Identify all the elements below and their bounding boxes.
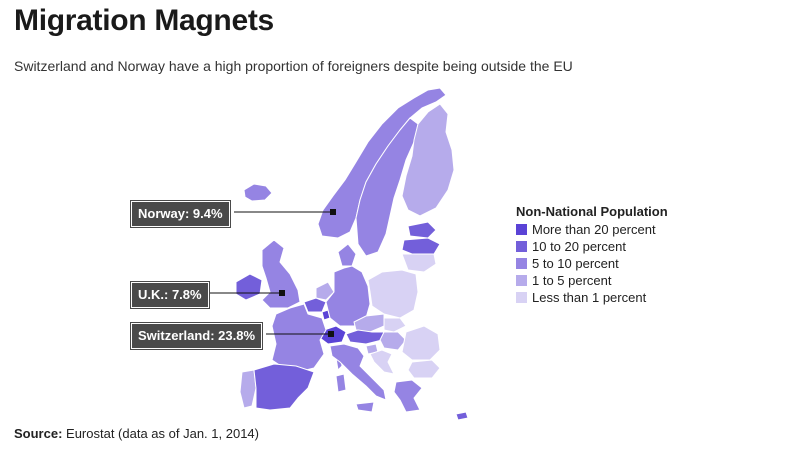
legend-swatch [516, 292, 527, 303]
callout-leaders [210, 209, 336, 337]
norway-marker [330, 209, 336, 215]
country-bulgaria[interactable] [407, 359, 441, 379]
legend-item: 5 to 10 percent [516, 255, 668, 272]
country-latvia[interactable] [401, 237, 441, 255]
country-ireland[interactable] [235, 273, 263, 301]
legend-item: 1 to 5 percent [516, 272, 668, 289]
legend-swatch [516, 241, 527, 252]
legend-label: 10 to 20 percent [532, 239, 626, 254]
country-poland[interactable] [367, 269, 419, 319]
country-hungary[interactable] [379, 331, 407, 351]
country-spain[interactable] [253, 363, 315, 411]
country-denmark[interactable] [337, 243, 357, 267]
callout-norway: Norway: 9.4% [131, 201, 230, 227]
legend-label: Less than 1 percent [532, 290, 647, 305]
country-austria[interactable] [345, 329, 385, 345]
legend-label: 5 to 10 percent [532, 256, 619, 271]
country-finland[interactable] [401, 103, 455, 217]
country-france[interactable] [271, 303, 327, 373]
legend-item: 10 to 20 percent [516, 238, 668, 255]
country-iceland[interactable] [243, 183, 273, 202]
country-sweden[interactable] [355, 117, 419, 257]
source-note: Source: Eurostat (data as of Jan. 1, 201… [14, 426, 259, 441]
source-label: Source: [14, 426, 63, 441]
page-title: Migration Magnets [14, 4, 274, 37]
country-slovakia[interactable] [383, 317, 407, 333]
page-subtitle: Switzerland and Norway have a high propo… [14, 58, 573, 74]
country-italy[interactable] [329, 343, 387, 401]
country-romania[interactable] [401, 325, 441, 361]
country-greece[interactable] [393, 379, 423, 413]
legend-swatch [516, 275, 527, 286]
source-text: Eurostat (data as of Jan. 1, 2014) [66, 426, 259, 441]
callout-switzerland: Switzerland: 23.8% [131, 323, 263, 349]
country-estonia[interactable] [407, 221, 437, 239]
legend-label: 1 to 5 percent [532, 273, 612, 288]
country-belgium[interactable] [303, 297, 327, 313]
country-portugal[interactable] [239, 369, 257, 409]
country-netherlands[interactable] [315, 281, 335, 301]
country-uk[interactable] [261, 239, 301, 309]
country-lithuania[interactable] [401, 253, 437, 273]
legend-swatch [516, 258, 527, 269]
legend-item: Less than 1 percent [516, 289, 668, 306]
switzerland-marker [328, 331, 334, 337]
uk-marker [279, 290, 285, 296]
callout-uk: U.K.: 7.8% [131, 282, 209, 308]
legend-item: More than 20 percent [516, 221, 668, 238]
legend-swatch [516, 224, 527, 235]
legend-label: More than 20 percent [532, 222, 656, 237]
legend: Non-National Population More than 20 per… [516, 204, 668, 306]
country-cyprus[interactable] [455, 411, 469, 421]
country-croatia[interactable] [369, 349, 395, 375]
island-sardinia[interactable] [335, 373, 347, 393]
island-sicily[interactable] [355, 401, 375, 413]
legend-title: Non-National Population [516, 204, 668, 219]
